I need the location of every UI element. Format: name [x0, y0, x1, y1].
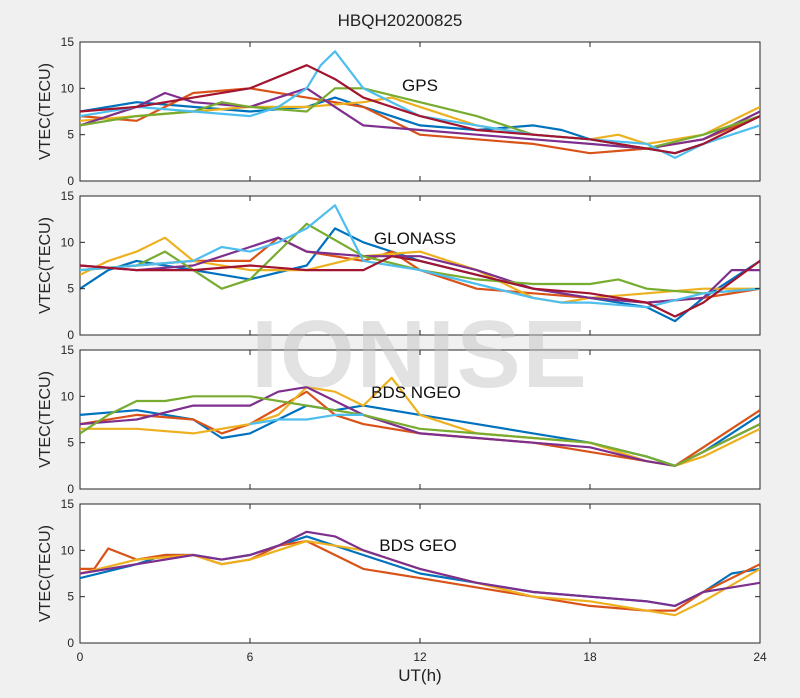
x-tick-label: 12 — [413, 650, 427, 664]
series-line-4 — [80, 395, 760, 467]
y-tick-label: 5 — [67, 128, 74, 142]
y-tick-label: 10 — [61, 389, 75, 403]
panel-2: 0 5 10 15 VTEC(TECU) BDS NGEO — [37, 343, 761, 496]
y-axis-label: VTEC(TECU) — [37, 525, 54, 622]
y-tick-label: 0 — [67, 328, 74, 342]
series-line-4 — [80, 222, 760, 295]
y-tick-label: 10 — [61, 81, 75, 95]
series-line-2 — [80, 236, 760, 304]
panel-label: BDS GEO — [379, 536, 456, 555]
series-line-3 — [80, 87, 760, 150]
series-line-6 — [80, 255, 760, 318]
panel-label: GPS — [402, 76, 438, 95]
panel-1: 0 5 10 15 VTEC(TECU) GLONASS — [37, 189, 761, 342]
series-line-5 — [80, 50, 760, 159]
panel-0: 0 5 10 15 VTEC(TECU) GPS — [37, 35, 761, 188]
x-tick-label: 6 — [247, 650, 254, 664]
y-tick-label: 5 — [67, 590, 74, 604]
series-line-3 — [80, 530, 760, 607]
y-tick-label: 5 — [67, 436, 74, 450]
y-tick-label: 15 — [61, 189, 75, 203]
y-tick-label: 15 — [61, 343, 75, 357]
y-tick-label: 10 — [61, 235, 75, 249]
y-tick-label: 0 — [67, 482, 74, 496]
y-axis-label: VTEC(TECU) — [37, 63, 54, 160]
y-tick-label: 15 — [61, 497, 75, 511]
series-line-2 — [80, 96, 760, 145]
series-line-3 — [80, 386, 760, 467]
x-axis-label: UT(h) — [398, 666, 442, 685]
y-tick-label: 10 — [61, 543, 75, 557]
y-axis-label: VTEC(TECU) — [37, 371, 54, 468]
series-line-5 — [80, 204, 760, 309]
x-tick-label: 24 — [753, 650, 767, 664]
panel-3: 0 5 10 15 0 6 12 18 24 VTEC(TECU) BDS GEO — [37, 497, 767, 664]
x-tick-label: 18 — [583, 650, 597, 664]
panel-label: BDS NGEO — [371, 383, 461, 402]
series-line-1 — [80, 87, 760, 155]
y-axis-label: VTEC(TECU) — [37, 217, 54, 314]
y-tick-label: 0 — [67, 174, 74, 188]
x-tick-label: 0 — [77, 650, 84, 664]
y-tick-label: 15 — [61, 35, 75, 49]
series-line-3 — [80, 236, 760, 304]
series-line-5 — [249, 413, 364, 426]
y-tick-label: 0 — [67, 636, 74, 650]
series-line-6 — [80, 64, 760, 155]
panel-label: GLONASS — [374, 229, 456, 248]
y-tick-label: 5 — [67, 282, 74, 296]
figure-title: HBQH20200825 — [337, 11, 463, 30]
